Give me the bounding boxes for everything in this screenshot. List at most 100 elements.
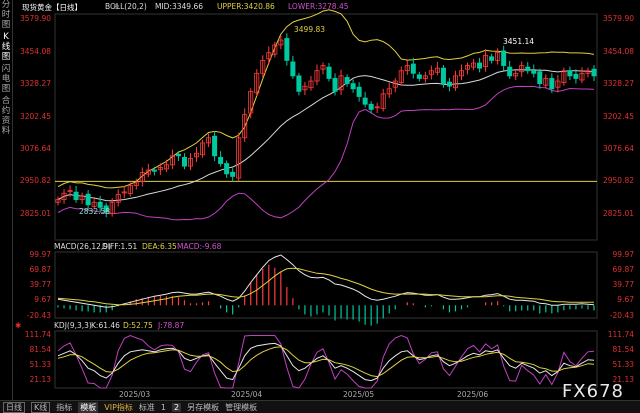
candle-body	[495, 52, 501, 61]
right-tick-label: 3579.90	[602, 14, 634, 24]
right-tick-label: 69.87	[612, 264, 634, 274]
candle-body	[242, 114, 248, 139]
candle-body	[477, 62, 483, 69]
chart-area[interactable]: 现货黄金【日线】 BOLL(20,2) MID:3349.66 UPPER:34…	[13, 0, 640, 400]
annotation-low: 2832.58	[79, 207, 111, 216]
candle-body	[452, 75, 458, 89]
left-tick-label: 69.87	[29, 264, 51, 274]
template-tab[interactable]: 模板	[78, 401, 99, 413]
candle-body	[380, 93, 386, 109]
candle-body	[194, 152, 200, 158]
standard-tab[interactable]: 标准	[138, 402, 155, 412]
candle-body	[416, 74, 422, 79]
candle-body	[332, 78, 338, 92]
right-tick-label: 21.13	[612, 375, 634, 384]
page-1-button[interactable]: 1	[160, 402, 166, 412]
boll-settings-icon[interactable]: ⚙	[113, 2, 120, 11]
candle-body	[579, 72, 585, 81]
candle-body	[368, 103, 374, 110]
x-axis-label: 2025/03	[119, 390, 151, 399]
left-tick-label: -20.43	[26, 310, 51, 320]
annotation-high: 3499.83	[294, 25, 326, 34]
candle-body	[573, 73, 579, 79]
candle-body	[85, 193, 91, 206]
candle-body	[218, 156, 224, 164]
right-tick-label: 3328.27	[602, 79, 634, 89]
tab-intraday[interactable]: 分时图	[1, 0, 11, 30]
kdj-d-line	[57, 346, 595, 378]
candle-body	[121, 191, 127, 194]
candle-body	[320, 65, 326, 70]
macd-label: MACD(26,12,9)	[54, 242, 111, 251]
candle-body	[537, 71, 543, 85]
right-tick-label: 99.97	[612, 249, 634, 259]
candle-body	[350, 83, 356, 90]
left-tick-label: 99.97	[29, 249, 51, 259]
candle-body	[465, 65, 471, 70]
candle-body	[296, 75, 302, 92]
left-tick-label: 9.67	[34, 295, 51, 305]
x-axis-label: 2025/04	[231, 390, 263, 399]
candle-body	[561, 70, 567, 83]
boll-mid-line	[57, 69, 595, 202]
candle-body	[302, 85, 308, 91]
macd-dea-line	[57, 267, 594, 306]
candle-body	[91, 201, 97, 207]
candle-body	[145, 169, 151, 175]
tab-kline[interactable]: K线图	[1, 32, 11, 62]
right-tick-label: 3202.45	[602, 111, 634, 121]
candle-body	[272, 44, 278, 55]
candle-body	[483, 54, 489, 67]
candle-body	[428, 70, 434, 75]
candle-body	[404, 65, 410, 72]
candle-body	[103, 205, 109, 213]
candle-body	[326, 66, 332, 79]
candle-body	[224, 163, 230, 175]
kdj-label: KDJ(9,3,3)	[54, 321, 92, 330]
period-button[interactable]: 日线	[3, 401, 25, 413]
candle-body	[507, 66, 513, 77]
page-2-button[interactable]: 2	[172, 402, 182, 412]
chart-svg[interactable]	[13, 0, 640, 400]
side-nav: 分时图 K线图 闪电图 合约资料	[0, 0, 13, 400]
kdj-panel-frame	[54, 330, 598, 389]
candle-body	[206, 137, 212, 144]
chart-type-button[interactable]: K线	[31, 401, 51, 413]
kdj-d: D:52.75	[123, 321, 153, 330]
right-tick-label: 2950.82	[602, 176, 634, 186]
candle-body	[567, 70, 573, 77]
candle-body	[73, 191, 79, 201]
right-tick-label: 3076.64	[602, 143, 634, 153]
tab-flash[interactable]: 闪电图	[1, 64, 11, 94]
candle-body	[284, 38, 290, 61]
candle-body	[585, 70, 591, 74]
right-tick-label: 111.74	[607, 330, 634, 340]
left-tick-label: 111.74	[24, 330, 51, 340]
left-tick-label: 2825.01	[19, 208, 51, 218]
indicator-tab[interactable]: 指标	[56, 402, 73, 412]
left-tick-label: 3328.27	[19, 79, 51, 89]
candle-body	[458, 70, 465, 77]
right-tick-label: 9.67	[617, 295, 634, 305]
candle-body	[392, 80, 398, 88]
kdj-settings-icon[interactable]: ✱	[15, 321, 22, 330]
kdj-j: J:78.87	[158, 321, 185, 330]
kdj-k: K:61.46	[91, 321, 120, 330]
save-template-button[interactable]: 另存模板	[187, 402, 220, 412]
price-title: 现货黄金【日线】	[22, 3, 82, 12]
right-tick-label: 81.54	[612, 345, 634, 355]
tab-contract-info[interactable]: 合约资料	[1, 96, 11, 136]
macd-value: MACD:-9.68	[177, 242, 222, 251]
candle-body	[440, 67, 446, 85]
candle-body	[308, 80, 314, 89]
manage-template-button[interactable]: 管理模板	[225, 402, 258, 412]
left-tick-label: 3202.45	[19, 111, 51, 121]
candle-body	[398, 70, 404, 83]
candle-body	[422, 75, 428, 79]
watermark-logo: FX678	[561, 381, 624, 402]
candle-body	[212, 135, 218, 157]
vip-indicator-tab[interactable]: VIP指标	[104, 402, 133, 412]
candle-body	[248, 90, 254, 114]
macd-diff-line	[57, 254, 595, 308]
candle-body	[338, 75, 344, 91]
